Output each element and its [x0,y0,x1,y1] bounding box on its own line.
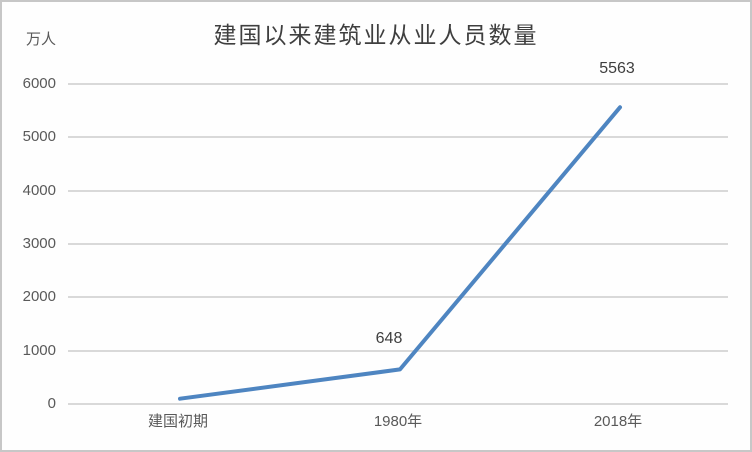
data-label-1980: 648 [375,330,403,347]
gridline [68,403,728,405]
gridline [68,243,728,245]
gridline [68,136,728,139]
y-axis-tick-label: 5000 [22,128,56,146]
y-axis-tick-label: 4000 [22,181,56,199]
gridline [68,189,728,192]
x-axis-tick-label-early-era: 建国初期 [147,413,208,430]
gridline [68,83,728,85]
gridline [68,349,728,352]
y-axis-tick-label: 0 [47,395,56,412]
gridline [68,296,728,299]
line-series [178,105,622,401]
y-axis-tick-label: 6000 [22,75,56,92]
data-label-2018: 5563 [599,60,635,77]
x-axis-tick-label-2018: 2018年 [593,413,643,430]
x-axis-tick-label-1980: 1980年 [373,413,423,430]
y-axis-tick-label: 3000 [22,235,56,252]
y-axis-tick-label: 1000 [22,341,56,359]
y-axis-unit-label: 万人 [26,31,57,48]
y-axis-tick-label: 2000 [22,288,56,306]
chart-title: 建国以来建筑业从业人员数量 [213,23,539,48]
